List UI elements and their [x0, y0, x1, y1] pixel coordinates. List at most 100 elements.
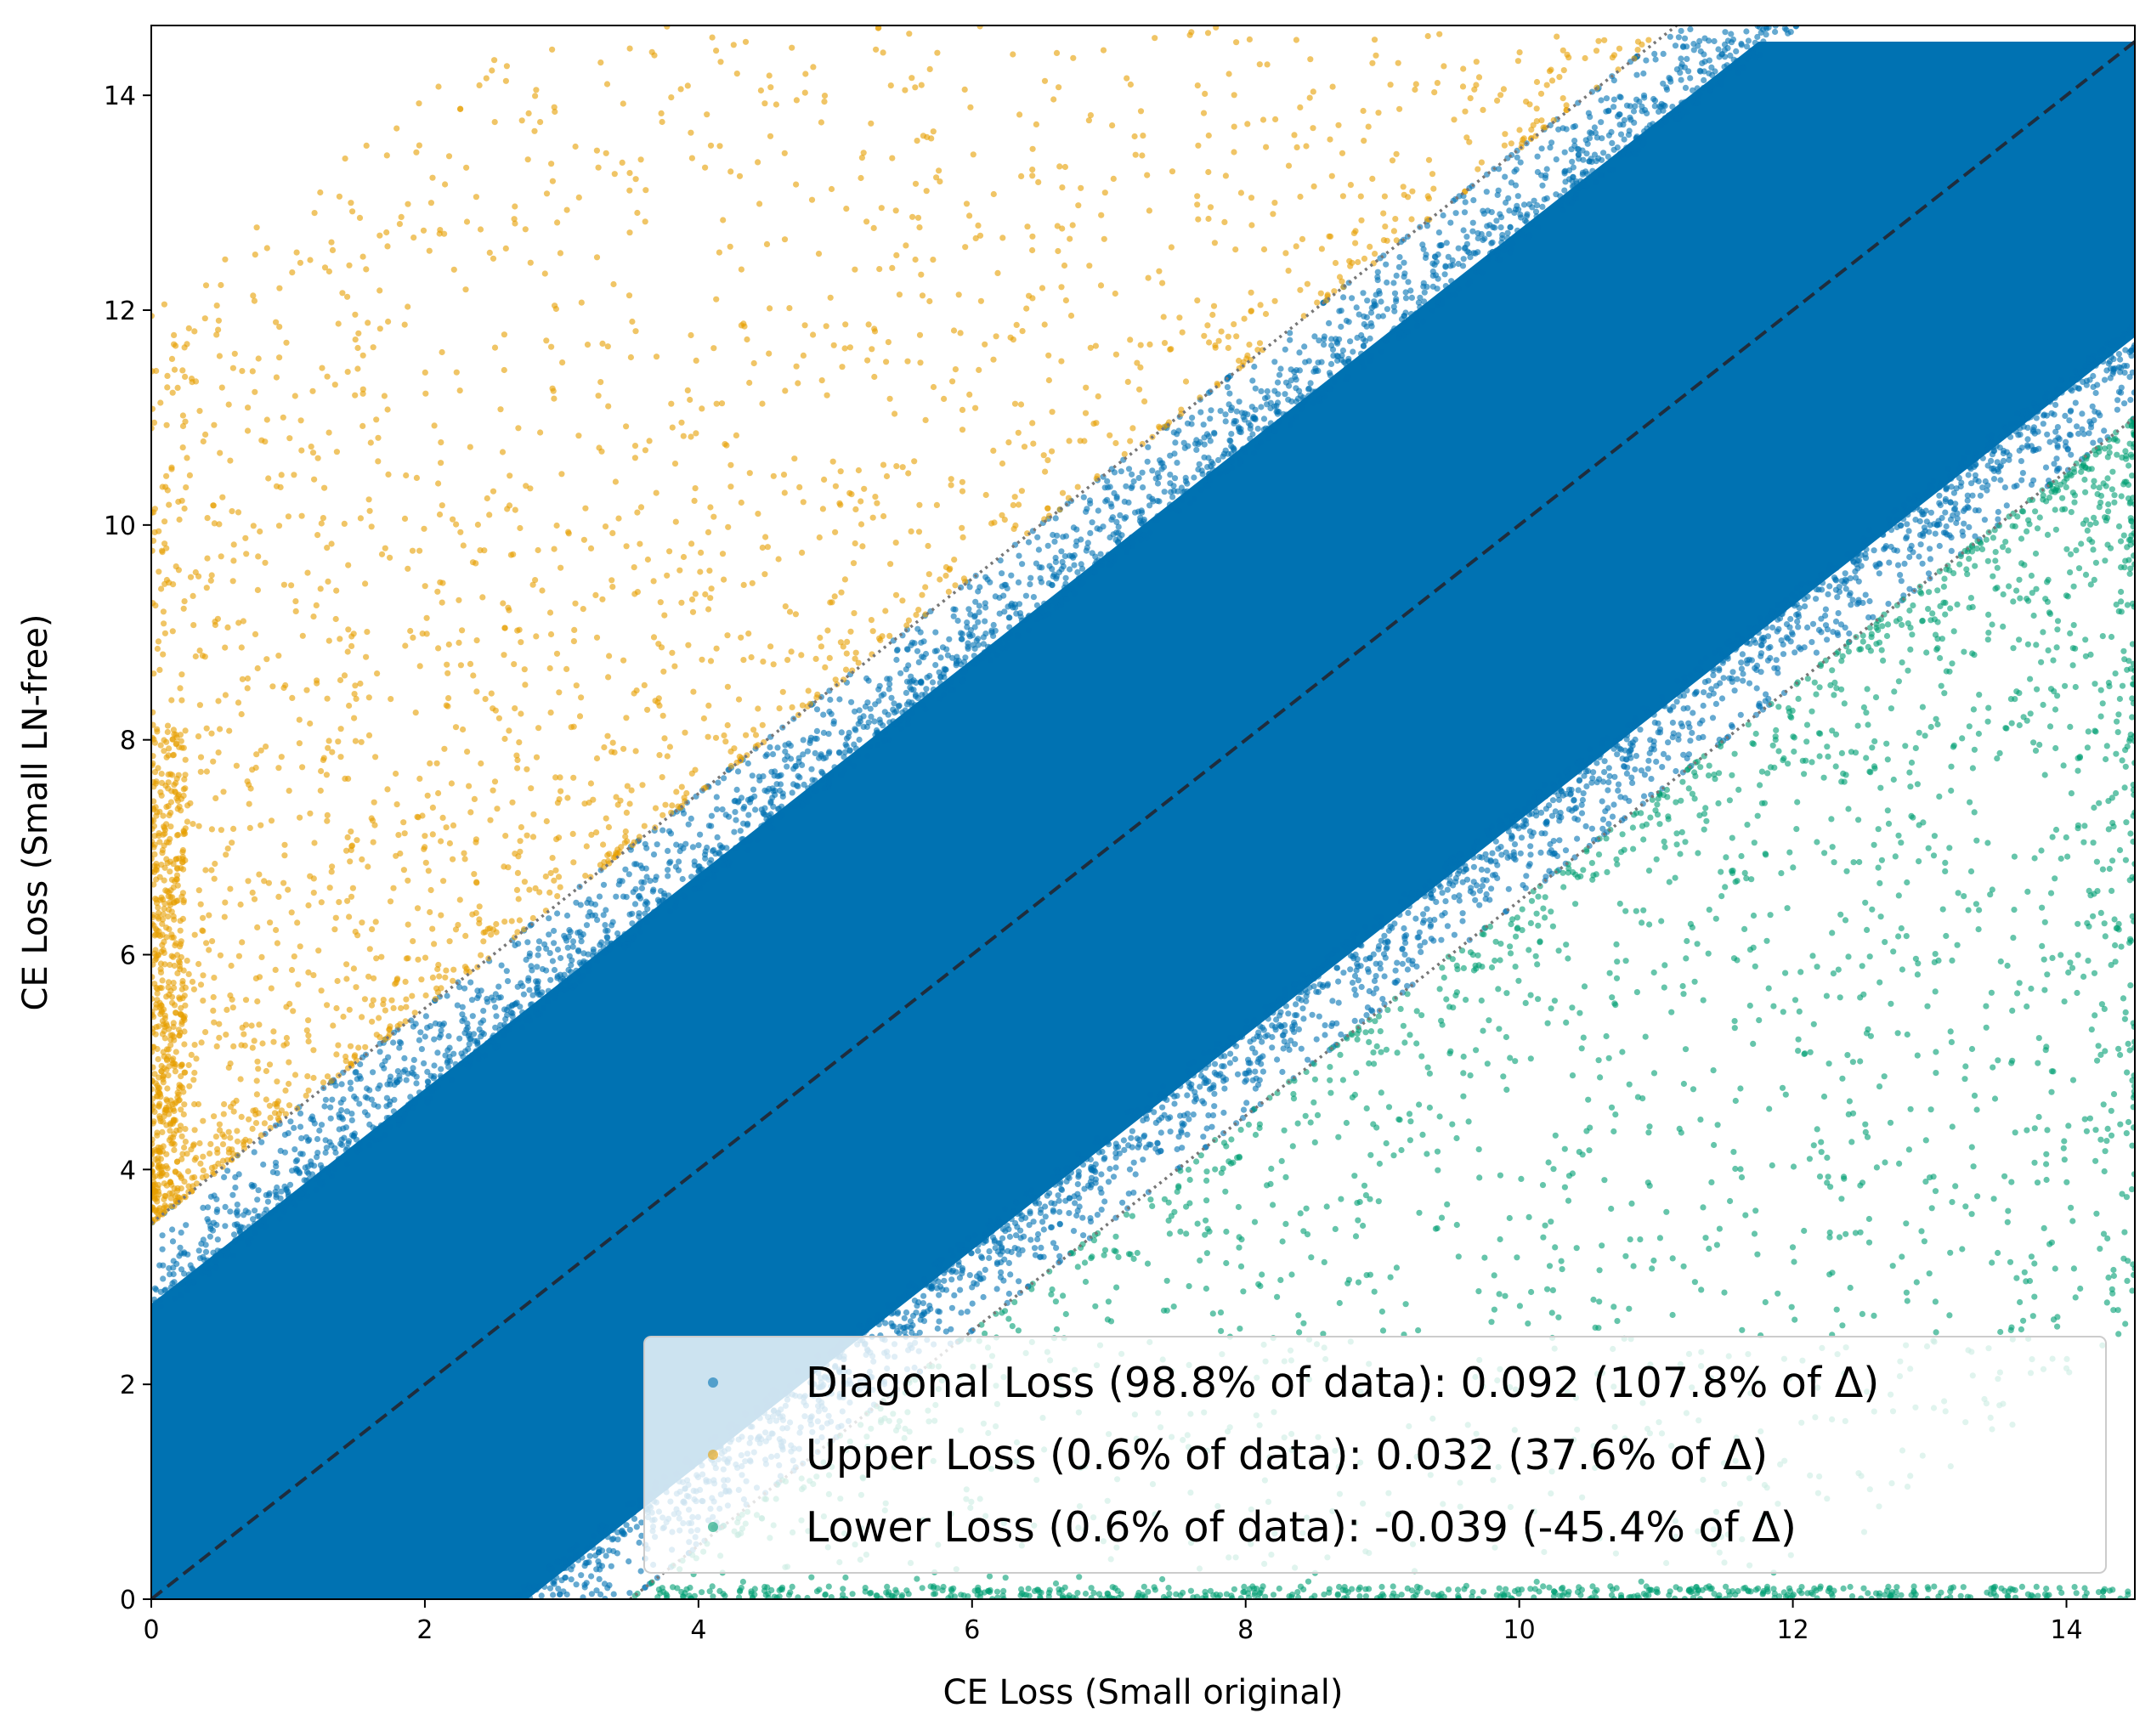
diagonal-point	[1503, 812, 1510, 819]
diagonal-point	[1520, 817, 1528, 823]
diagonal-point	[156, 1297, 164, 1303]
diagonal-point	[886, 686, 892, 693]
diagonal-point	[1709, 715, 1717, 721]
diagonal-point	[1143, 1107, 1150, 1114]
diagonal-point	[900, 1325, 907, 1332]
diagonal-point	[529, 992, 536, 998]
diagonal-point	[1053, 1245, 1060, 1252]
diagonal-point	[1026, 1222, 1033, 1229]
diagonal-point	[1965, 505, 1972, 512]
diagonal-point	[1146, 494, 1152, 500]
diagonal-point	[932, 662, 939, 669]
diagonal-point	[1526, 861, 1533, 868]
diagonal-point	[276, 1215, 284, 1222]
diagonal-point	[1227, 438, 1234, 444]
diagonal-point	[522, 1587, 529, 1594]
diagonal-point	[1599, 798, 1605, 805]
diagonal-point	[882, 729, 889, 736]
diagonal-point	[1550, 838, 1557, 845]
diagonal-point	[1026, 626, 1033, 634]
diagonal-point	[917, 679, 924, 686]
diagonal-point	[941, 1277, 948, 1284]
diagonal-point	[1616, 111, 1623, 118]
diagonal-point	[1836, 584, 1843, 591]
diagonal-point	[1239, 1033, 1246, 1040]
diagonal-point	[774, 744, 781, 751]
diagonal-point	[1310, 399, 1316, 406]
diagonal-point	[593, 1587, 600, 1594]
upper-point	[186, 1083, 193, 1089]
diagonal-point	[1124, 549, 1130, 556]
diagonal-point	[1470, 863, 1477, 870]
diagonal-point	[335, 1156, 342, 1162]
diagonal-point	[565, 966, 572, 974]
diagonal-point	[1809, 580, 1815, 588]
diagonal-point	[1588, 755, 1595, 761]
diagonal-point	[701, 851, 709, 858]
diagonal-point	[812, 787, 819, 794]
diagonal-point	[1446, 878, 1453, 885]
diagonal-point	[1748, 632, 1755, 639]
diagonal-point	[2062, 412, 2069, 419]
diagonal-point	[1858, 563, 1865, 569]
diagonal-point	[1130, 478, 1137, 485]
diagonal-point	[1025, 539, 1033, 546]
diagonal-point	[151, 1285, 159, 1292]
diagonal-point	[626, 911, 633, 918]
diagonal-point	[1355, 964, 1361, 970]
diagonal-point	[1171, 450, 1178, 457]
diagonal-point	[1921, 524, 1927, 531]
diagonal-point	[1420, 283, 1427, 290]
diagonal-point	[744, 760, 751, 767]
diagonal-point	[1484, 223, 1491, 229]
diagonal-point	[1641, 106, 1649, 114]
diagonal-point	[1485, 207, 1492, 214]
upper-point	[210, 1007, 217, 1014]
diagonal-point	[1345, 319, 1352, 325]
diagonal-point	[436, 1034, 443, 1041]
diagonal-point	[1804, 593, 1811, 600]
diagonal-point	[1399, 960, 1406, 967]
diagonal-point	[1167, 505, 1174, 512]
diagonal-point	[502, 1015, 509, 1022]
diagonal-point	[1373, 914, 1380, 921]
diagonal-point	[592, 912, 599, 919]
diagonal-point	[274, 1170, 280, 1177]
diagonal-point	[1916, 553, 1922, 560]
diagonal-point	[275, 1202, 282, 1209]
diagonal-point	[1590, 836, 1598, 844]
diagonal-point	[222, 1203, 229, 1210]
diagonal-point	[459, 1011, 466, 1018]
diagonal-point	[1154, 480, 1162, 487]
diagonal-point	[1083, 508, 1090, 515]
diagonal-point	[231, 1221, 238, 1228]
diagonal-point	[190, 1278, 197, 1285]
diagonal-point	[2040, 421, 2046, 427]
diagonal-point	[1192, 1098, 1198, 1105]
diagonal-point	[1052, 558, 1059, 566]
diagonal-point	[2066, 431, 2073, 438]
diagonal-point	[1497, 211, 1503, 218]
diagonal-point	[1447, 263, 1454, 269]
diagonal-point	[2127, 397, 2134, 404]
diagonal-point	[1420, 911, 1427, 918]
diagonal-point	[2068, 451, 2075, 458]
diagonal-point	[1367, 358, 1373, 365]
diagonal-point	[1247, 1038, 1254, 1045]
diagonal-point	[1353, 304, 1360, 311]
diagonal-point	[255, 1187, 262, 1194]
diagonal-point	[1146, 529, 1154, 536]
diagonal-point	[546, 950, 553, 957]
diagonal-point	[303, 1177, 310, 1184]
diagonal-point	[1505, 885, 1512, 892]
upper-point	[557, 884, 563, 891]
diagonal-point	[827, 696, 834, 704]
diagonal-point	[614, 1536, 621, 1543]
diagonal-point	[608, 1563, 614, 1569]
diagonal-point	[1056, 1253, 1063, 1259]
diagonal-point	[1421, 917, 1428, 924]
diagonal-point	[1522, 885, 1529, 891]
diagonal-point	[903, 1309, 910, 1316]
diagonal-point	[2014, 410, 2021, 417]
diagonal-point	[2058, 377, 2064, 384]
